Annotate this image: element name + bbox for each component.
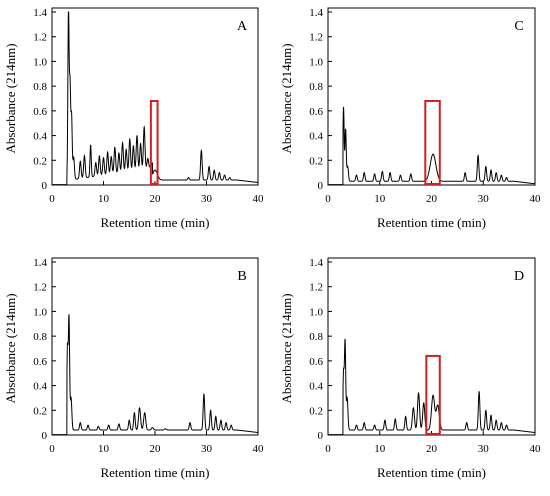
y-tick-label: 0 (318, 180, 324, 192)
y-tick-label: 1.0 (33, 56, 47, 68)
x-tick-label: 40 (253, 193, 265, 205)
y-tick-label: 1.0 (309, 56, 323, 68)
x-tick-label: 30 (201, 193, 213, 205)
x-tick-label: 10 (374, 193, 386, 205)
x-tick-label: 20 (150, 443, 162, 455)
y-tick-label: 1.4 (33, 7, 47, 19)
plot-frame (51, 7, 259, 186)
highlight-box (149, 99, 159, 185)
x-tick-label: 20 (426, 193, 438, 205)
y-tick-label: 0.4 (309, 131, 323, 143)
y-tick-label: 1.0 (309, 306, 323, 318)
x-tick-label: 20 (426, 443, 438, 455)
y-tick-label: 0.8 (309, 81, 323, 93)
x-tick-label: 10 (98, 443, 110, 455)
panel-a: 0 0.2 0.4 0.6 0.8 1.0 1.2 1.4 0 10 20 30 40 Retention… (3, 7, 264, 230)
y-axis-label: Absorbance (214nm) (279, 293, 294, 403)
y-tick-label: 0 (318, 430, 324, 442)
x-tick-label: 40 (530, 443, 542, 455)
y-tick-label: 0 (42, 430, 48, 442)
x-tick-label: 20 (150, 193, 162, 205)
chromatogram-line (52, 314, 259, 436)
x-tick-label: 0 (49, 193, 55, 205)
x-tick-label: 0 (325, 193, 331, 205)
y-tick-label: 0.8 (33, 81, 47, 93)
y-tick-label: 0.2 (309, 405, 323, 417)
plot-frame (51, 257, 259, 436)
chromatogram-line (52, 11, 259, 186)
y-tick-label: 1.4 (309, 257, 323, 269)
y-tick-label: 0.2 (33, 155, 47, 167)
panel-label: B (237, 269, 246, 284)
x-axis-label: Retention time (min) (100, 465, 209, 480)
panel-label: D (514, 269, 524, 284)
x-axis-label: Retention time (min) (377, 465, 486, 480)
panel-b: 0 0.2 0.4 0.6 0.8 1.0 1.2 1.4 0 10 20 30 40 Retention… (3, 257, 264, 480)
x-tick-label: 30 (478, 443, 490, 455)
x-tick-label: 30 (201, 443, 213, 455)
y-tick-label: 0.2 (33, 405, 47, 417)
y-axis-label: Absorbance (214nm) (3, 293, 18, 403)
y-tick-label: 0.6 (33, 356, 47, 368)
highlight-box (425, 354, 441, 435)
x-tick-label: 0 (49, 443, 55, 455)
x-tick-label: 0 (325, 443, 331, 455)
x-tick-label: 40 (253, 443, 265, 455)
y-tick-label: 0.8 (309, 331, 323, 343)
panel-label: A (237, 19, 248, 34)
x-axis-label: Retention time (min) (377, 215, 486, 230)
y-tick-label: 0.4 (309, 381, 323, 393)
chromatogram-line (328, 338, 536, 436)
y-tick-label: 0.8 (33, 331, 47, 343)
y-tick-label: 0.6 (309, 106, 323, 118)
panel-c: 0 0.2 0.4 0.6 0.8 1.0 1.2 1.4 0 10 20 30 40 Retention… (279, 7, 541, 230)
y-axis-label: Absorbance (214nm) (279, 43, 294, 153)
x-tick-label: 30 (478, 193, 490, 205)
y-tick-label: 1.4 (309, 7, 323, 19)
y-tick-label: 0.4 (33, 131, 47, 143)
y-axis-label: Absorbance (214nm) (3, 43, 18, 153)
panel-label: C (514, 19, 523, 34)
chromatogram-line (328, 106, 536, 186)
y-tick-label: 1.2 (309, 32, 323, 44)
y-tick-label: 0.4 (33, 381, 47, 393)
x-tick-label: 10 (98, 193, 110, 205)
highlight-box (424, 99, 441, 185)
y-tick-label: 1.2 (33, 282, 47, 294)
y-tick-label: 1.2 (309, 282, 323, 294)
x-tick-label: 10 (374, 443, 386, 455)
y-tick-label: 1.0 (33, 306, 47, 318)
y-tick-label: 0.6 (309, 356, 323, 368)
y-tick-label: 0.2 (309, 155, 323, 167)
y-tick-label: 0.6 (33, 106, 47, 118)
x-axis-label: Retention time (min) (100, 215, 209, 230)
x-tick-label: 40 (530, 193, 542, 205)
y-tick-label: 1.4 (33, 257, 47, 269)
y-tick-label: 0 (42, 180, 48, 192)
panel-d: 0 0.2 0.4 0.6 0.8 1.0 1.2 1.4 0 10 20 30 40 Retention… (279, 257, 541, 480)
y-tick-label: 1.2 (33, 32, 47, 44)
